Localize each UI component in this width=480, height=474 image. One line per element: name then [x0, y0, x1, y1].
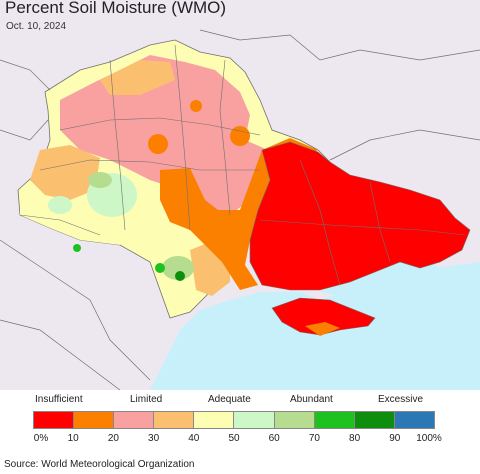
- region-wet-green-4: [88, 172, 112, 188]
- sea-of-azov: [320, 258, 440, 298]
- legend-tick-label: 10: [67, 433, 79, 444]
- source-credit: Source: World Meteorological Organizatio…: [4, 459, 195, 470]
- region-orange-spot-3: [190, 100, 202, 112]
- region-abundant-3: [73, 244, 81, 252]
- legend-tick-label: 60: [268, 433, 280, 444]
- legend-swatch-9: [394, 412, 434, 428]
- region-light-orange-3: [100, 60, 175, 95]
- legend: Insufficient Limited Adequate Abundant E…: [0, 390, 480, 450]
- neighbor-borders: [0, 29, 480, 390]
- legend-tick-label: 40: [188, 433, 200, 444]
- region-orange-spot-1: [148, 134, 168, 154]
- region-abundant-2: [175, 271, 185, 281]
- legend-tick-label: 0%: [33, 433, 49, 444]
- region-light-orange-1: [30, 145, 100, 200]
- legend-tick-label: 90: [389, 433, 401, 444]
- soil-moisture-map: [0, 0, 480, 390]
- legend-swatch-5: [234, 412, 275, 428]
- legend-swatch-4: [194, 412, 235, 428]
- region-insufficient-east: [249, 141, 471, 291]
- region-orange-spot-2: [230, 126, 250, 146]
- legend-category-adequate: Adequate: [208, 394, 251, 405]
- legend-tick-label: 50: [228, 433, 240, 444]
- legend-tick-label: 100%: [416, 433, 442, 444]
- legend-tick-label: 20: [107, 433, 119, 444]
- legend-category-insufficient: Insufficient: [35, 394, 83, 405]
- map-date: Oct. 10, 2024: [6, 21, 67, 32]
- legend-swatch-0: [34, 412, 75, 428]
- legend-tick-label: 70: [308, 433, 320, 444]
- region-crimea-south: [305, 322, 340, 336]
- region-crimea: [271, 297, 376, 336]
- legend-swatch-3: [154, 412, 195, 428]
- legend-swatch-6: [274, 412, 315, 428]
- legend-swatch-7: [314, 412, 355, 428]
- region-abundant-1: [155, 263, 165, 273]
- legend-category-abundant: Abundant: [290, 394, 333, 405]
- region-adequate-west: [20, 195, 120, 245]
- legend-tick-label: 80: [349, 433, 361, 444]
- region-wet-green-2: [48, 196, 72, 214]
- oblast-borders: [19, 44, 466, 286]
- region-wet-green-3: [162, 256, 194, 280]
- legend-category-limited: Limited: [130, 394, 163, 405]
- map-title: Percent Soil Moisture (WMO): [5, 0, 227, 17]
- legend-swatch-1: [74, 412, 115, 428]
- legend-swatch-2: [114, 412, 155, 428]
- legend-category-excessive: Excessive: [378, 394, 424, 405]
- legend-swatch-8: [354, 412, 395, 428]
- legend-tick-label: 30: [148, 433, 160, 444]
- legend-color-bar: [33, 411, 435, 429]
